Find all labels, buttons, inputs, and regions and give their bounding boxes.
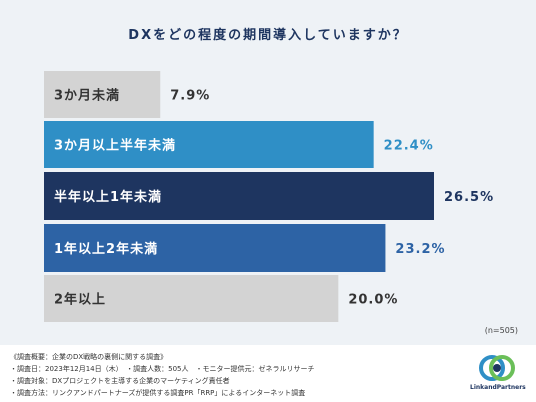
- bar-category-label: 2年以上: [54, 292, 106, 308]
- chart-title: DXをどの程度の期間導入していますか？: [128, 28, 408, 43]
- sample-size-note: (n=505): [484, 326, 518, 335]
- bar-2: [44, 121, 374, 168]
- bar-value-label: 26.5%: [444, 190, 494, 205]
- bar-1: [44, 71, 161, 118]
- logo-text: LinkandPartners: [470, 384, 526, 391]
- company-logo: LinkandPartners: [470, 351, 526, 397]
- bar-category-label: 半年以上1年未満: [54, 189, 162, 205]
- survey-note-method: ・調査方法：リンクアンドパートナーズが提供する調査PR「RRP」によるインターネ…: [10, 389, 306, 397]
- bar-value-label: 7.9%: [170, 89, 210, 104]
- chart-panel: DXをどの程度の期間導入していますか？ 3か月未満 7.9% 3か月以上半年未満 22…: [0, 0, 536, 345]
- bar-4: [44, 224, 386, 272]
- survey-footer: 《調査概要：企業のDX戦略の裏側に関する調査》 ・調査日：2023年12月14日…: [0, 345, 536, 402]
- bar-value-label: 22.4%: [384, 139, 434, 154]
- bar-category-label: 3か月以上半年未満: [54, 138, 176, 154]
- survey-notes: 《調査概要：企業のDX戦略の裏側に関する調査》 ・調査日：2023年12月14日…: [10, 351, 315, 399]
- survey-note-title: 《調査概要：企業のDX戦略の裏側に関する調査》: [10, 353, 168, 361]
- bar-category-label: 3か月未満: [54, 88, 120, 104]
- bar-3: [44, 172, 434, 220]
- bar-value-label: 23.2%: [395, 242, 445, 257]
- bar-5: [44, 275, 339, 322]
- bar-chart: 3か月未満 7.9% 3か月以上半年未満 22.4% 半年以上1年未満 26.5% 1年以上…: [44, 71, 494, 322]
- bar-value-label: 20.0%: [348, 293, 398, 308]
- survey-note-target: ・調査対象：DXプロジェクトを主導する企業のマーケティング責任者: [10, 377, 230, 385]
- bar-category-label: 1年以上2年未満: [54, 241, 158, 257]
- survey-note-date: ・調査日：2023年12月14日（木） ・調査人数：505人 ・モニター提供元：…: [10, 365, 315, 373]
- logo-mark-icon: [479, 355, 515, 381]
